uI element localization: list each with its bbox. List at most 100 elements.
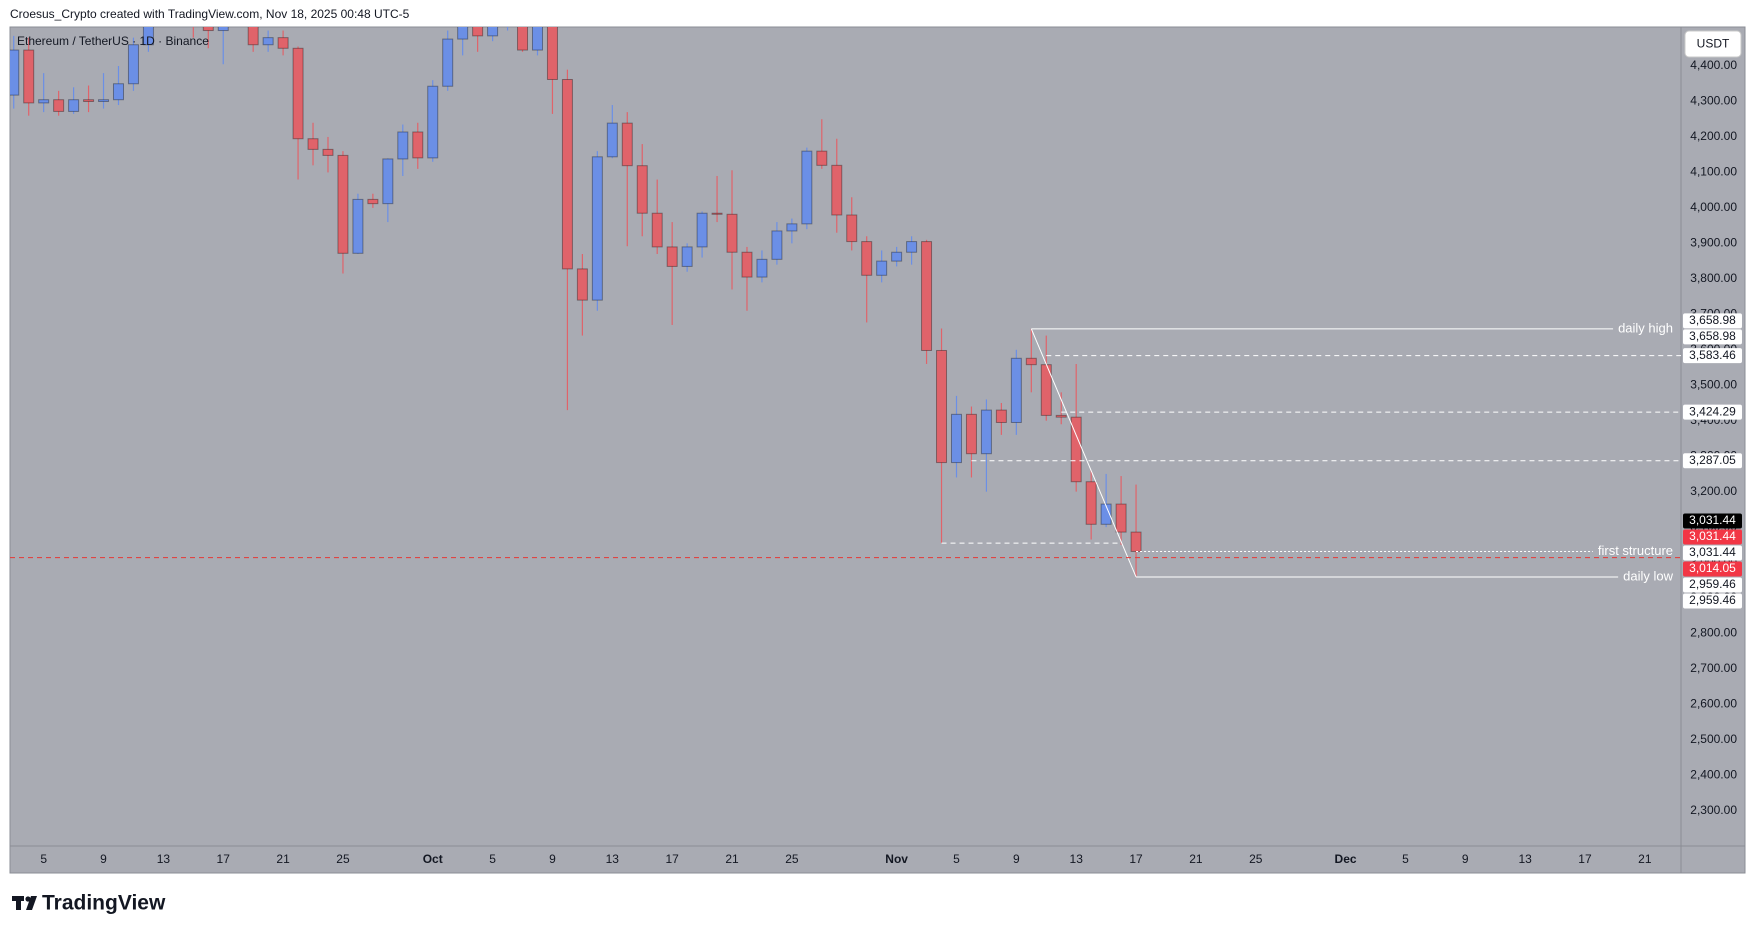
logo-slant bbox=[26, 896, 37, 910]
price-label: 3,658.98 bbox=[1689, 313, 1736, 327]
price-label: 2,959.46 bbox=[1689, 577, 1736, 591]
candle-body bbox=[112, 83, 124, 101]
candle-body bbox=[98, 99, 110, 102]
currency-label[interactable]: USDT bbox=[1697, 37, 1730, 51]
x-tick-label: 13 bbox=[606, 852, 620, 866]
candle-body bbox=[741, 251, 753, 278]
x-tick-label: Dec bbox=[1335, 852, 1357, 866]
candle-body bbox=[651, 212, 663, 248]
candle-body bbox=[457, 27, 469, 40]
candle-body bbox=[202, 27, 214, 32]
candle-body bbox=[681, 246, 693, 267]
x-tick-label: 5 bbox=[1402, 852, 1409, 866]
axes: 4,400.00 4,300.00 4,200.00 4,100.00 4,000.00… bbox=[40, 58, 1742, 866]
y-tick-label: 4,100.00 bbox=[1690, 165, 1737, 179]
y-tick-label: 4,400.00 bbox=[1690, 58, 1737, 72]
x-tick-label: 25 bbox=[336, 852, 350, 866]
logo-text: TradingView bbox=[42, 892, 166, 915]
y-tick-label: 3,800.00 bbox=[1690, 271, 1737, 285]
candle-body bbox=[636, 165, 648, 214]
price-label-box bbox=[1683, 513, 1742, 529]
symbol-title: Ethereum / TetherUS · 1D · Binance bbox=[17, 34, 209, 48]
price-label: 3,031.44 bbox=[1689, 545, 1736, 559]
candle-body bbox=[906, 241, 918, 253]
candle-body bbox=[980, 409, 992, 455]
candle-body bbox=[337, 154, 349, 254]
candle-body bbox=[292, 47, 304, 140]
price-label-box bbox=[1683, 348, 1742, 364]
x-tick-label: 21 bbox=[276, 852, 290, 866]
candle-body bbox=[711, 212, 723, 215]
candle-body bbox=[1085, 481, 1097, 525]
candle-body bbox=[10, 49, 20, 96]
price-label: 3,014.05 bbox=[1689, 561, 1736, 575]
candle-body bbox=[965, 413, 977, 455]
candle-body bbox=[576, 268, 588, 301]
price-label-box bbox=[1683, 313, 1742, 329]
currency-box[interactable] bbox=[1684, 30, 1742, 58]
candle-body bbox=[801, 150, 813, 225]
price-label-box bbox=[1683, 561, 1742, 577]
level-label: daily high bbox=[1618, 320, 1673, 335]
candle-body bbox=[83, 99, 95, 102]
x-tick-label: 9 bbox=[1462, 852, 1469, 866]
candle-body bbox=[412, 131, 424, 159]
x-tick-label: 17 bbox=[1129, 852, 1143, 866]
candle-body bbox=[876, 260, 888, 276]
logo-stem bbox=[16, 896, 21, 910]
candle-body bbox=[247, 27, 259, 46]
candle-body bbox=[307, 138, 319, 150]
x-tick-label: 17 bbox=[217, 852, 231, 866]
candle-body bbox=[442, 38, 454, 87]
candle-body bbox=[531, 27, 543, 51]
x-tick-label: 13 bbox=[1070, 852, 1084, 866]
price-label-box bbox=[1683, 529, 1742, 545]
candle-body bbox=[591, 156, 603, 301]
candle-body bbox=[1130, 531, 1142, 552]
x-tick-label: 21 bbox=[1638, 852, 1652, 866]
candle-body bbox=[891, 251, 903, 262]
candle-body bbox=[127, 44, 139, 85]
price-label-box bbox=[1683, 577, 1742, 593]
x-tick-label: 5 bbox=[489, 852, 496, 866]
x-tick-label: 17 bbox=[1578, 852, 1592, 866]
y-tick-label: 3,900.00 bbox=[1690, 236, 1737, 250]
candle-body bbox=[726, 213, 738, 253]
candle-body bbox=[756, 258, 768, 278]
candle-body bbox=[277, 37, 289, 49]
logo-dot bbox=[25, 896, 31, 902]
price-label: 3,424.29 bbox=[1689, 404, 1736, 418]
candle-body bbox=[352, 198, 364, 254]
y-tick-label: 2,800.00 bbox=[1690, 626, 1737, 640]
level-label: daily low bbox=[1623, 568, 1673, 583]
x-tick-label: 25 bbox=[785, 852, 799, 866]
candle-body bbox=[1010, 357, 1022, 423]
candle-body bbox=[561, 78, 573, 270]
plot-area: daily high first structure daily low bbox=[10, 27, 1681, 583]
candle-body bbox=[831, 164, 843, 216]
candle-body bbox=[621, 122, 633, 167]
tradingview-logo: TradingView bbox=[12, 892, 166, 915]
x-tick-label: Nov bbox=[885, 852, 908, 866]
price-label: 3,031.44 bbox=[1689, 529, 1736, 543]
x-tick-label: 21 bbox=[1189, 852, 1203, 866]
x-tick-label: 21 bbox=[725, 852, 739, 866]
candle-body bbox=[921, 241, 933, 351]
x-tick-label: 9 bbox=[100, 852, 107, 866]
x-tick-label: 13 bbox=[157, 852, 171, 866]
y-tick-label: 4,200.00 bbox=[1690, 129, 1737, 143]
x-tick-label: 9 bbox=[549, 852, 556, 866]
x-tick-label: Oct bbox=[423, 852, 443, 866]
price-label-box bbox=[1683, 329, 1742, 345]
x-tick-label: 17 bbox=[665, 852, 679, 866]
candle-body bbox=[995, 409, 1007, 423]
y-tick-label: 2,600.00 bbox=[1690, 697, 1737, 711]
candle-body bbox=[427, 85, 439, 159]
candle-body bbox=[786, 223, 798, 232]
y-tick-label: 3,200.00 bbox=[1690, 484, 1737, 498]
candle-body bbox=[666, 246, 678, 267]
trendline bbox=[1030, 328, 1137, 578]
candle-body bbox=[950, 413, 962, 464]
candle-body bbox=[1025, 357, 1037, 366]
